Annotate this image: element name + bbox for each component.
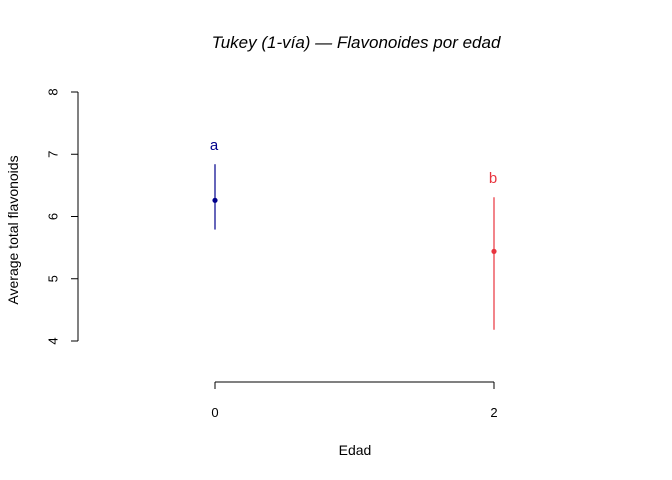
y-axis: 4 5 6 7 8: [45, 88, 79, 345]
y-ticks: 4 5 6 7 8: [45, 88, 78, 345]
y-tick-label: 6: [45, 213, 60, 220]
significance-letter-2: b: [489, 170, 497, 187]
y-tick-label: 8: [45, 88, 60, 95]
mean-point-2: [491, 248, 497, 254]
significance-letter-0: a: [210, 137, 219, 154]
chart-title: Tukey (1-vía) — Flavonoides por edad: [212, 33, 501, 52]
plot-marks: ab: [210, 137, 497, 330]
x-tick-label: 2: [490, 405, 497, 420]
x-axis-label: Edad: [339, 442, 372, 458]
y-tick-label: 5: [45, 275, 60, 282]
y-tick-label: 7: [45, 151, 60, 158]
x-tick-label: 0: [211, 405, 218, 420]
y-tick-label: 4: [45, 337, 60, 344]
mean-point-0: [212, 197, 218, 203]
y-axis-label: Average total flavonoids: [5, 155, 21, 304]
